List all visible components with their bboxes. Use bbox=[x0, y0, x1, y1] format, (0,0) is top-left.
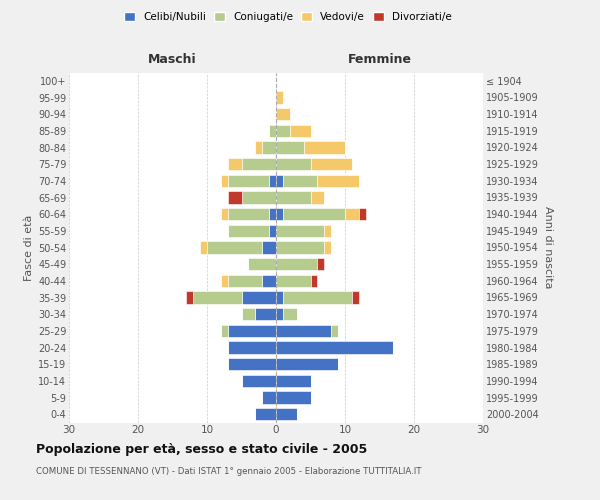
Bar bbox=[228, 208, 269, 220]
Bar bbox=[228, 341, 276, 354]
Bar bbox=[317, 258, 324, 270]
Bar bbox=[276, 308, 283, 320]
Bar bbox=[352, 291, 359, 304]
Bar bbox=[276, 408, 296, 420]
Bar bbox=[283, 308, 296, 320]
Bar bbox=[276, 291, 283, 304]
Bar bbox=[221, 274, 228, 287]
Bar bbox=[248, 258, 276, 270]
Bar bbox=[276, 274, 311, 287]
Bar bbox=[221, 324, 228, 337]
Bar bbox=[283, 174, 317, 187]
Bar bbox=[276, 374, 311, 387]
Text: COMUNE DI TESSENNANO (VT) - Dati ISTAT 1° gennaio 2005 - Elaborazione TUTTITALIA: COMUNE DI TESSENNANO (VT) - Dati ISTAT 1… bbox=[36, 468, 421, 476]
Bar bbox=[311, 158, 352, 170]
Bar bbox=[325, 224, 331, 237]
Bar bbox=[269, 208, 276, 220]
Bar bbox=[317, 174, 359, 187]
Bar bbox=[276, 108, 290, 120]
Bar bbox=[311, 274, 317, 287]
Bar bbox=[304, 141, 345, 154]
Bar bbox=[311, 191, 325, 204]
Bar bbox=[256, 408, 276, 420]
Bar bbox=[269, 224, 276, 237]
Bar bbox=[276, 242, 325, 254]
Bar bbox=[228, 358, 276, 370]
Bar bbox=[200, 242, 207, 254]
Text: Maschi: Maschi bbox=[148, 53, 197, 66]
Bar bbox=[276, 158, 311, 170]
Bar bbox=[276, 224, 325, 237]
Bar bbox=[228, 174, 269, 187]
Bar bbox=[359, 208, 365, 220]
Bar bbox=[276, 341, 394, 354]
Bar bbox=[276, 391, 311, 404]
Bar bbox=[276, 141, 304, 154]
Bar bbox=[325, 242, 331, 254]
Bar bbox=[193, 291, 241, 304]
Bar bbox=[269, 124, 276, 137]
Bar bbox=[241, 374, 276, 387]
Bar bbox=[262, 274, 276, 287]
Bar bbox=[221, 174, 228, 187]
Bar bbox=[228, 274, 262, 287]
Bar bbox=[262, 391, 276, 404]
Bar bbox=[276, 324, 331, 337]
Bar bbox=[331, 324, 338, 337]
Bar bbox=[276, 208, 283, 220]
Bar bbox=[207, 242, 262, 254]
Bar bbox=[276, 174, 283, 187]
Bar bbox=[262, 141, 276, 154]
Bar bbox=[276, 358, 338, 370]
Legend: Celibi/Nubili, Coniugati/e, Vedovi/e, Divorziati/e: Celibi/Nubili, Coniugati/e, Vedovi/e, Di… bbox=[120, 8, 456, 26]
Bar bbox=[345, 208, 359, 220]
Bar bbox=[269, 174, 276, 187]
Bar bbox=[241, 158, 276, 170]
Bar bbox=[228, 324, 276, 337]
Y-axis label: Fasce di età: Fasce di età bbox=[23, 214, 34, 280]
Bar bbox=[256, 141, 262, 154]
Bar bbox=[187, 291, 193, 304]
Bar bbox=[290, 124, 311, 137]
Bar bbox=[228, 191, 241, 204]
Text: Femmine: Femmine bbox=[347, 53, 412, 66]
Bar bbox=[228, 158, 241, 170]
Bar bbox=[221, 208, 228, 220]
Y-axis label: Anni di nascita: Anni di nascita bbox=[543, 206, 553, 288]
Text: Popolazione per età, sesso e stato civile - 2005: Popolazione per età, sesso e stato civil… bbox=[36, 442, 367, 456]
Bar bbox=[262, 242, 276, 254]
Bar bbox=[241, 191, 276, 204]
Bar bbox=[283, 291, 352, 304]
Bar bbox=[276, 191, 311, 204]
Bar bbox=[241, 291, 276, 304]
Bar bbox=[241, 308, 256, 320]
Bar bbox=[256, 308, 276, 320]
Bar bbox=[283, 208, 345, 220]
Bar bbox=[276, 124, 290, 137]
Bar bbox=[276, 91, 283, 104]
Bar bbox=[276, 258, 317, 270]
Bar bbox=[228, 224, 269, 237]
